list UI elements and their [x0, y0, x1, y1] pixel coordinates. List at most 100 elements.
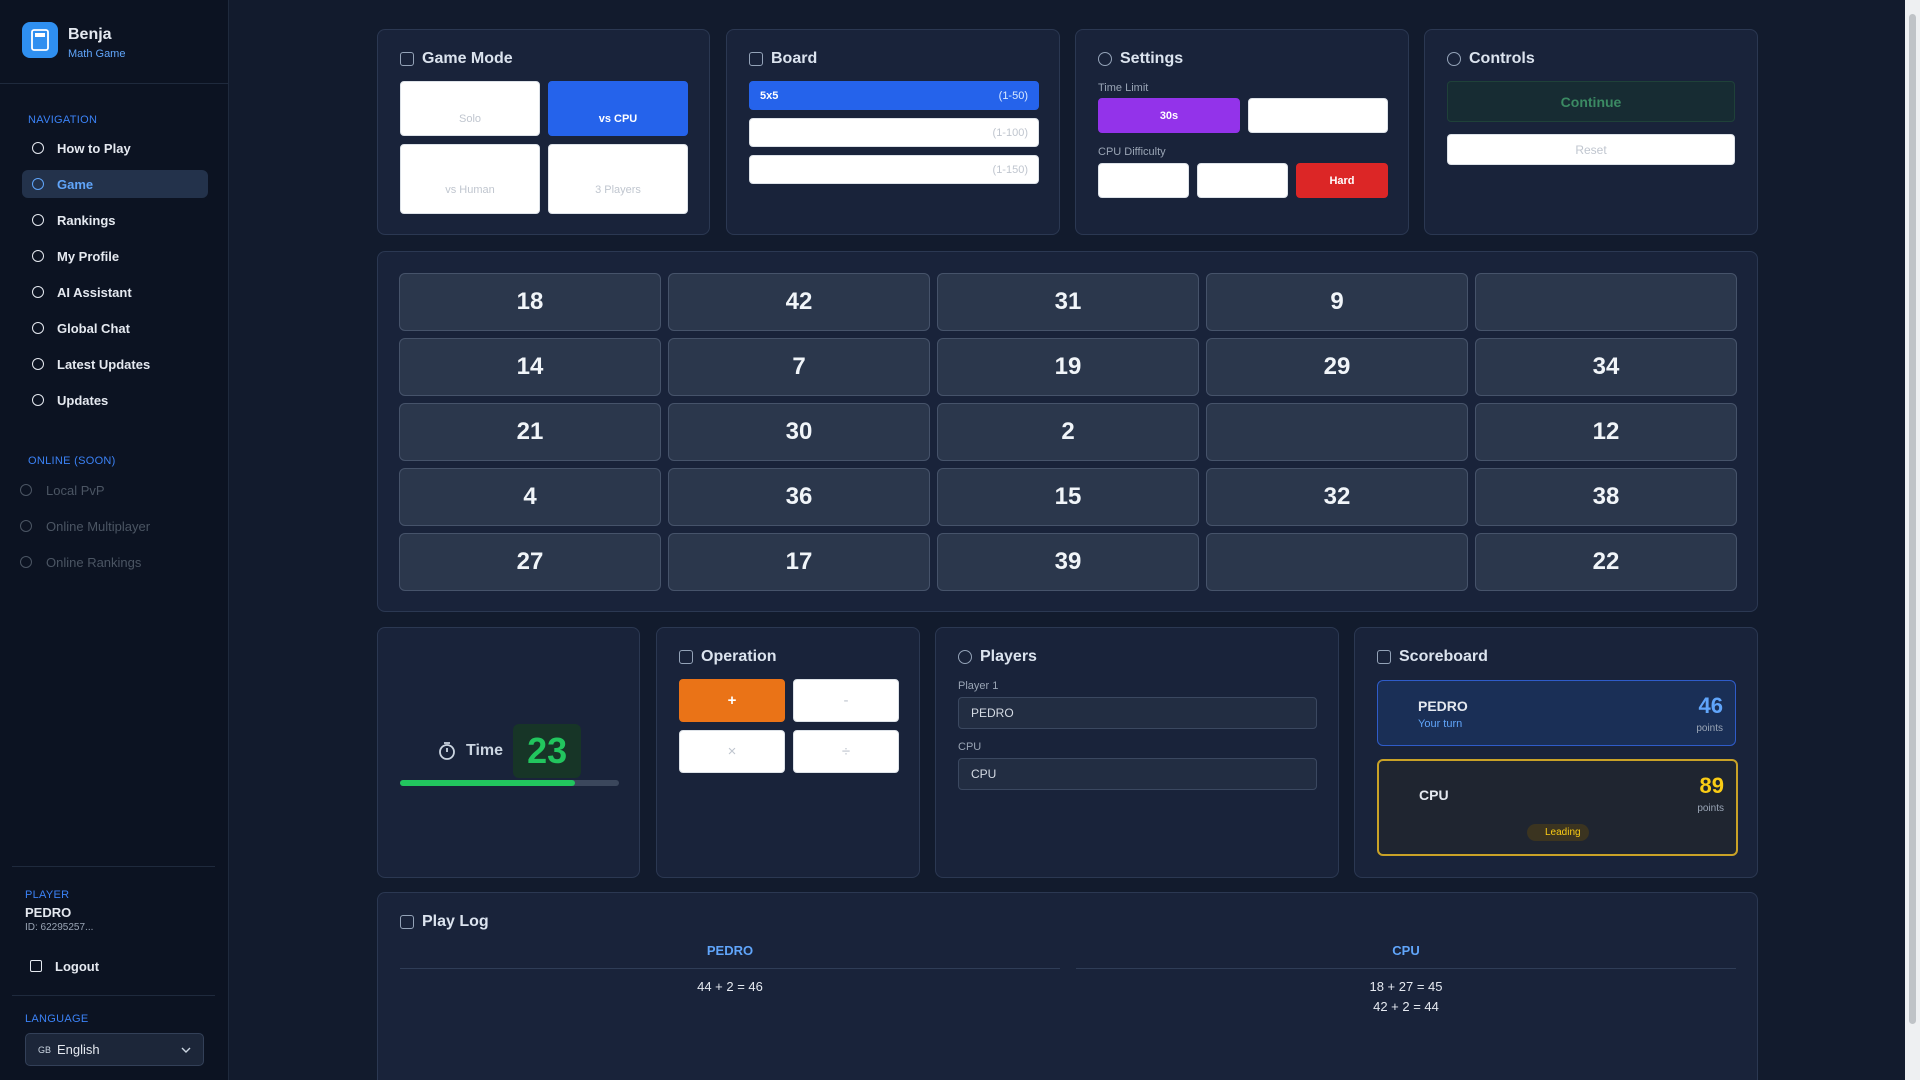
- score-unit: points: [1697, 803, 1724, 814]
- grid-cell[interactable]: 19: [937, 338, 1199, 396]
- card-title: Players: [958, 648, 1037, 666]
- player1-input[interactable]: PEDRO: [958, 697, 1317, 729]
- grid-cell[interactable]: 30: [668, 403, 930, 461]
- icon: [679, 650, 693, 664]
- score-name: PEDRO: [1418, 698, 1468, 714]
- continue-button[interactable]: Continue: [1447, 81, 1735, 122]
- icon: [400, 52, 414, 66]
- online-item: Online Multiplayer: [0, 512, 229, 540]
- operation-option[interactable]: +: [679, 679, 785, 722]
- grid-cell[interactable]: 27: [399, 533, 661, 591]
- mode-option[interactable]: vs Human: [400, 144, 540, 214]
- grid-cell[interactable]: [1475, 273, 1737, 331]
- grid-cell[interactable]: 29: [1206, 338, 1468, 396]
- score-entry: CPU 89 points Leading: [1377, 759, 1738, 856]
- grid-cell[interactable]: 9: [1206, 273, 1468, 331]
- divider: [12, 866, 215, 867]
- log-entry: 44 + 2 = 46: [697, 979, 763, 994]
- nav-label: Game: [57, 176, 94, 192]
- log-column-name: PEDRO: [400, 943, 1060, 969]
- difficulty-option[interactable]: Hard: [1296, 163, 1388, 198]
- nav-item[interactable]: AI Assistant: [22, 278, 208, 306]
- grid-cell[interactable]: [1206, 403, 1468, 461]
- operation-option[interactable]: ÷: [793, 730, 899, 773]
- timer-row: Time 23: [438, 724, 582, 778]
- grid-cell[interactable]: 7: [668, 338, 930, 396]
- grid-cell[interactable]: 21: [399, 403, 661, 461]
- reset-button[interactable]: Reset: [1447, 134, 1735, 165]
- grid-cell[interactable]: 18: [399, 273, 661, 331]
- difficulty-option[interactable]: [1098, 163, 1189, 198]
- sidebar: Benja Math Game NAVIGATION How to Play Ga…: [0, 0, 229, 1080]
- grid-cell[interactable]: 32: [1206, 468, 1468, 526]
- grid-cell[interactable]: 31: [937, 273, 1199, 331]
- card-title: Settings: [1098, 50, 1183, 68]
- grid-cell[interactable]: 38: [1475, 468, 1737, 526]
- score-note: Your turn: [1418, 718, 1463, 730]
- nav-icon: [32, 358, 44, 370]
- nav-item[interactable]: Latest Updates: [22, 350, 208, 378]
- language-select[interactable]: GB English: [25, 1033, 204, 1066]
- timer-progress: [400, 780, 576, 786]
- title-text: Operation: [701, 648, 777, 665]
- nav-item[interactable]: Global Chat: [22, 314, 208, 342]
- grid-cell[interactable]: 12: [1475, 403, 1737, 461]
- nav-icon: [32, 250, 44, 262]
- nav-label: AI Assistant: [57, 284, 132, 300]
- grid-cell[interactable]: 39: [937, 533, 1199, 591]
- online-item: Local PvP: [0, 476, 229, 504]
- nav-item[interactable]: Updates: [22, 386, 208, 414]
- scrollbar[interactable]: [1905, 0, 1920, 1080]
- play-log-card: Play Log PEDRO 44 + 2 = 46 CPU 18 + 27 = 45…: [377, 892, 1758, 1080]
- title-text: Game Mode: [422, 50, 513, 67]
- title-text: Settings: [1120, 50, 1184, 67]
- nav-icon: [32, 214, 44, 226]
- operation-option[interactable]: ×: [679, 730, 785, 773]
- nav-icon: [32, 394, 44, 406]
- grid-cell[interactable]: 42: [668, 273, 930, 331]
- board-range: (1-100): [992, 126, 1028, 139]
- grid-cell[interactable]: 14: [399, 338, 661, 396]
- cpu-input[interactable]: CPU: [958, 758, 1317, 790]
- score-name: CPU: [1419, 787, 1449, 803]
- nav-item[interactable]: How to Play: [22, 134, 208, 162]
- nav-item[interactable]: Game: [22, 170, 208, 198]
- stopwatch-icon: [439, 742, 455, 760]
- grid-cell[interactable]: 15: [937, 468, 1199, 526]
- grid-cell[interactable]: 34: [1475, 338, 1737, 396]
- title-text: Controls: [1469, 50, 1535, 67]
- nav-label: Rankings: [57, 212, 116, 228]
- difficulty-option[interactable]: [1197, 163, 1288, 198]
- board-option[interactable]: 5x5 (1-50): [749, 81, 1039, 110]
- icon: [1098, 52, 1112, 66]
- nav-icon: [20, 484, 32, 496]
- nav-icon: [32, 286, 44, 298]
- logo-icon: [31, 29, 49, 51]
- grid-cell[interactable]: 4: [399, 468, 661, 526]
- operation-option[interactable]: -: [793, 679, 899, 722]
- mode-option[interactable]: vs CPU: [548, 81, 688, 136]
- logout-button[interactable]: Logout: [20, 952, 206, 980]
- nav-item[interactable]: My Profile: [22, 242, 208, 270]
- cpu-label: CPU: [958, 741, 982, 753]
- app-logo: [22, 22, 58, 58]
- logout-label: Logout: [55, 958, 100, 974]
- language-flag: GB: [38, 1044, 52, 1055]
- board-option[interactable]: (1-150): [749, 155, 1039, 184]
- time-option[interactable]: [1248, 98, 1388, 133]
- score-entry: PEDRO Your turn 46 points: [1377, 680, 1736, 746]
- grid-cell[interactable]: 17: [668, 533, 930, 591]
- board-option[interactable]: (1-100): [749, 118, 1039, 147]
- grid-cell[interactable]: 36: [668, 468, 930, 526]
- grid-cell[interactable]: [1206, 533, 1468, 591]
- time-option[interactable]: 30s: [1098, 98, 1240, 133]
- grid-cell[interactable]: 22: [1475, 533, 1737, 591]
- mode-option[interactable]: Solo: [400, 81, 540, 136]
- scroll-thumb[interactable]: [1909, 14, 1916, 1024]
- scoreboard-card: Scoreboard PEDRO Your turn 46 points CPU…: [1354, 627, 1758, 878]
- number-grid-card: 18 42 31 9 14 7 19 29 34 21 30 2 12 4 36 15 32 38 27 17 39 22: [377, 251, 1758, 612]
- time-limit-label: Time Limit: [1098, 82, 1149, 94]
- grid-cell[interactable]: 2: [937, 403, 1199, 461]
- mode-option[interactable]: 3 Players: [548, 144, 688, 214]
- nav-item[interactable]: Rankings: [22, 206, 208, 234]
